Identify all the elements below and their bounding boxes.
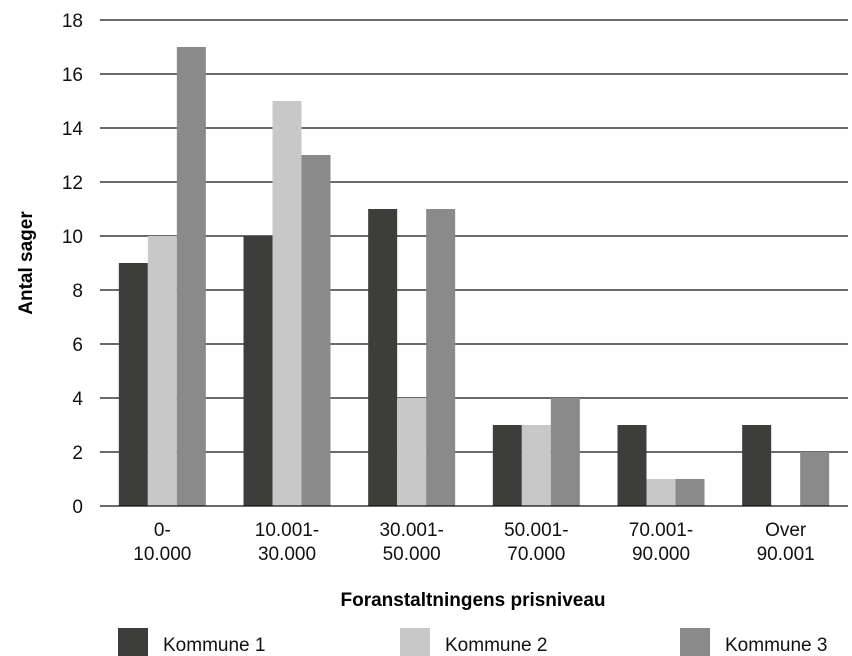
- x-tick-label: Over 90.001: [757, 520, 815, 565]
- y-tick-labels: 0 2 4 6 8 10 12 14 16 18: [62, 11, 84, 518]
- x-tick-label: 30.001-50.000: [379, 520, 443, 565]
- bar-kommune-1: [243, 236, 273, 506]
- x-tick-label: 50.001-70.000: [504, 520, 568, 565]
- bar-kommune-3: [426, 209, 456, 506]
- legend-swatch-kommune-2: [400, 628, 430, 656]
- bar-kommune-3: [176, 47, 206, 506]
- bar-kommune-2: [646, 479, 676, 506]
- y-tick-label: 8: [72, 281, 83, 302]
- bar-kommune-3: [550, 398, 580, 506]
- y-tick-label: 12: [62, 173, 83, 194]
- bar-kommune-1: [742, 425, 772, 506]
- legend-label-kommune-1: Kommune 1: [163, 635, 265, 656]
- bar-kommune-3: [301, 155, 331, 506]
- legend: Kommune 1 Kommune 2 Kommune 3: [118, 628, 827, 656]
- x-tick-label: 10.001-30.000: [255, 520, 319, 565]
- y-tick-label: 0: [72, 497, 83, 518]
- legend-swatch-kommune-1: [118, 628, 148, 656]
- legend-label-kommune-2: Kommune 2: [445, 635, 547, 656]
- bar-kommune-2: [397, 398, 427, 506]
- y-tick-label: 6: [72, 335, 83, 356]
- y-axis-title: Antal sager: [16, 211, 37, 315]
- x-tick-label: 0-10.000: [133, 520, 191, 565]
- bar-kommune-1: [492, 425, 522, 506]
- bar-kommune-3: [675, 479, 705, 506]
- y-tick-label: 18: [62, 11, 83, 32]
- legend-swatch-kommune-3: [680, 628, 710, 656]
- bar-kommune-2: [147, 236, 177, 506]
- bar-kommune-1: [118, 263, 148, 506]
- bar-kommune-2: [272, 101, 302, 506]
- y-tick-label: 4: [72, 389, 83, 410]
- bar-kommune-2: [521, 425, 551, 506]
- x-tick-label: 70.001-90.000: [629, 520, 693, 565]
- x-tick-labels: 0-10.000 10.001-30.000 30.001-50.000 50.001…: [133, 520, 814, 565]
- bar-kommune-1: [368, 209, 398, 506]
- legend-label-kommune-3: Kommune 3: [725, 635, 827, 656]
- y-tick-label: 2: [72, 443, 83, 464]
- x-axis-title: Foranstaltningens prisniveau: [341, 590, 606, 611]
- bar-kommune-1: [617, 425, 647, 506]
- bars: [118, 47, 830, 506]
- gridlines: [100, 19, 848, 453]
- y-tick-label: 10: [62, 227, 83, 248]
- y-tick-label: 14: [62, 119, 84, 140]
- bar-kommune-3: [800, 452, 830, 506]
- y-tick-label: 16: [62, 65, 83, 86]
